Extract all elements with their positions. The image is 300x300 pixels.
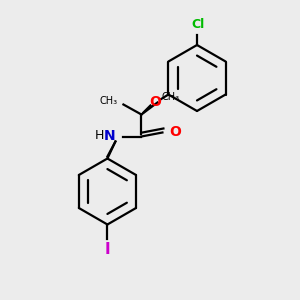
Text: O: O bbox=[149, 95, 161, 110]
Text: Cl: Cl bbox=[191, 18, 205, 31]
Text: CH₃: CH₃ bbox=[99, 95, 117, 106]
Text: I: I bbox=[105, 242, 110, 256]
Text: H: H bbox=[95, 129, 104, 142]
Text: CH₃: CH₃ bbox=[161, 92, 179, 103]
Text: O: O bbox=[169, 124, 181, 139]
Text: N: N bbox=[104, 128, 116, 142]
